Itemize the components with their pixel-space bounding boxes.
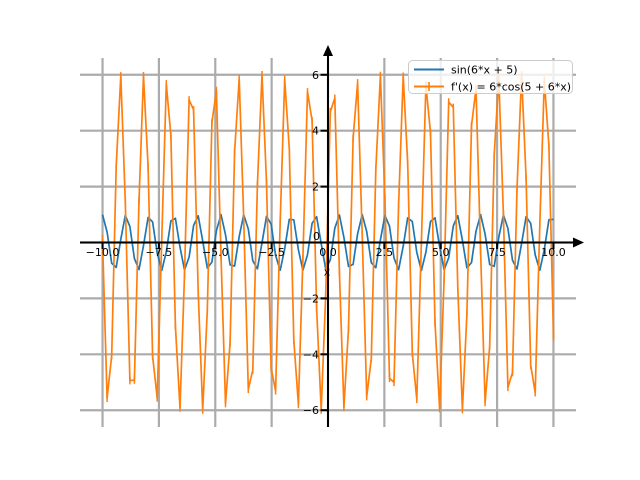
- y-axis-arrow-icon: [323, 45, 333, 56]
- y-tick-label: −6: [303, 404, 319, 417]
- x-tick-label: −10.0: [86, 246, 120, 259]
- x-tick-label: −2.5: [258, 246, 285, 259]
- x-tick-label: 7.5: [488, 246, 506, 259]
- y-tick-label: 2: [312, 181, 319, 194]
- y-tick-label: −2: [303, 292, 319, 305]
- tick-marks: [101, 73, 555, 412]
- legend-box: [408, 60, 573, 94]
- x-tick-label: −5.0: [202, 246, 229, 259]
- legend: sin(6*x + 5) f'(x) = 6*cos(5 + 6*x): [408, 60, 573, 94]
- legend-label: sin(6*x + 5): [451, 64, 518, 77]
- y-tick-label: 6: [312, 69, 319, 82]
- x-tick-label: 10.0: [541, 246, 566, 259]
- tick-labels: −10.0 −7.5 −5.0 −2.5 0.0 2.5 5.0 7.5 10.0 6 4 2 −2 −4…: [86, 69, 566, 417]
- series-vline-markers: [101, 71, 555, 414]
- origin-zero-label: 0: [313, 230, 320, 243]
- x-tick-label: 2.5: [376, 246, 394, 259]
- y-tick-label: −4: [303, 348, 319, 361]
- legend-label: f'(x) = 6*cos(5 + 6*x): [451, 81, 571, 94]
- x-axis-arrow-icon: [573, 237, 584, 248]
- x-tick-label: 5.0: [432, 246, 450, 259]
- x-tick-label: 0.0: [319, 246, 337, 259]
- x-axis-title: x: [324, 266, 331, 279]
- x-tick-label: −7.5: [146, 246, 173, 259]
- y-tick-label: 4: [312, 125, 319, 138]
